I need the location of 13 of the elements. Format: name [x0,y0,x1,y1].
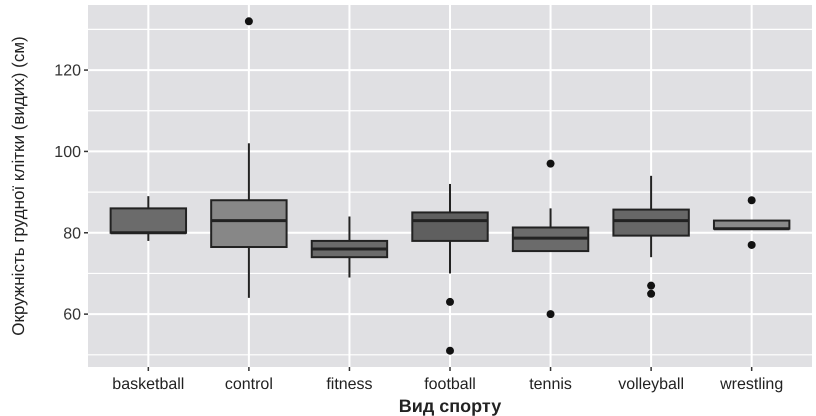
y-tick-label: 80 [63,225,82,242]
y-tick-label: 100 [54,144,82,162]
x-tick-label: basketball [112,376,184,393]
x-tick-label: volleyball [618,376,684,393]
x-axis-title: Вид спорту [398,396,502,416]
x-tick-label: fitness [326,376,373,393]
x-tick-label: wrestling [719,376,784,393]
x-tick-label: football [424,376,476,393]
x-tick-label: tennis [529,376,572,393]
y-tick-label: 120 [54,62,82,80]
y-tick-label: 60 [63,306,82,324]
x-tick-label: control [224,376,273,393]
y-axis-title: Окружність грудної клітки (видих) (см) [9,36,28,336]
